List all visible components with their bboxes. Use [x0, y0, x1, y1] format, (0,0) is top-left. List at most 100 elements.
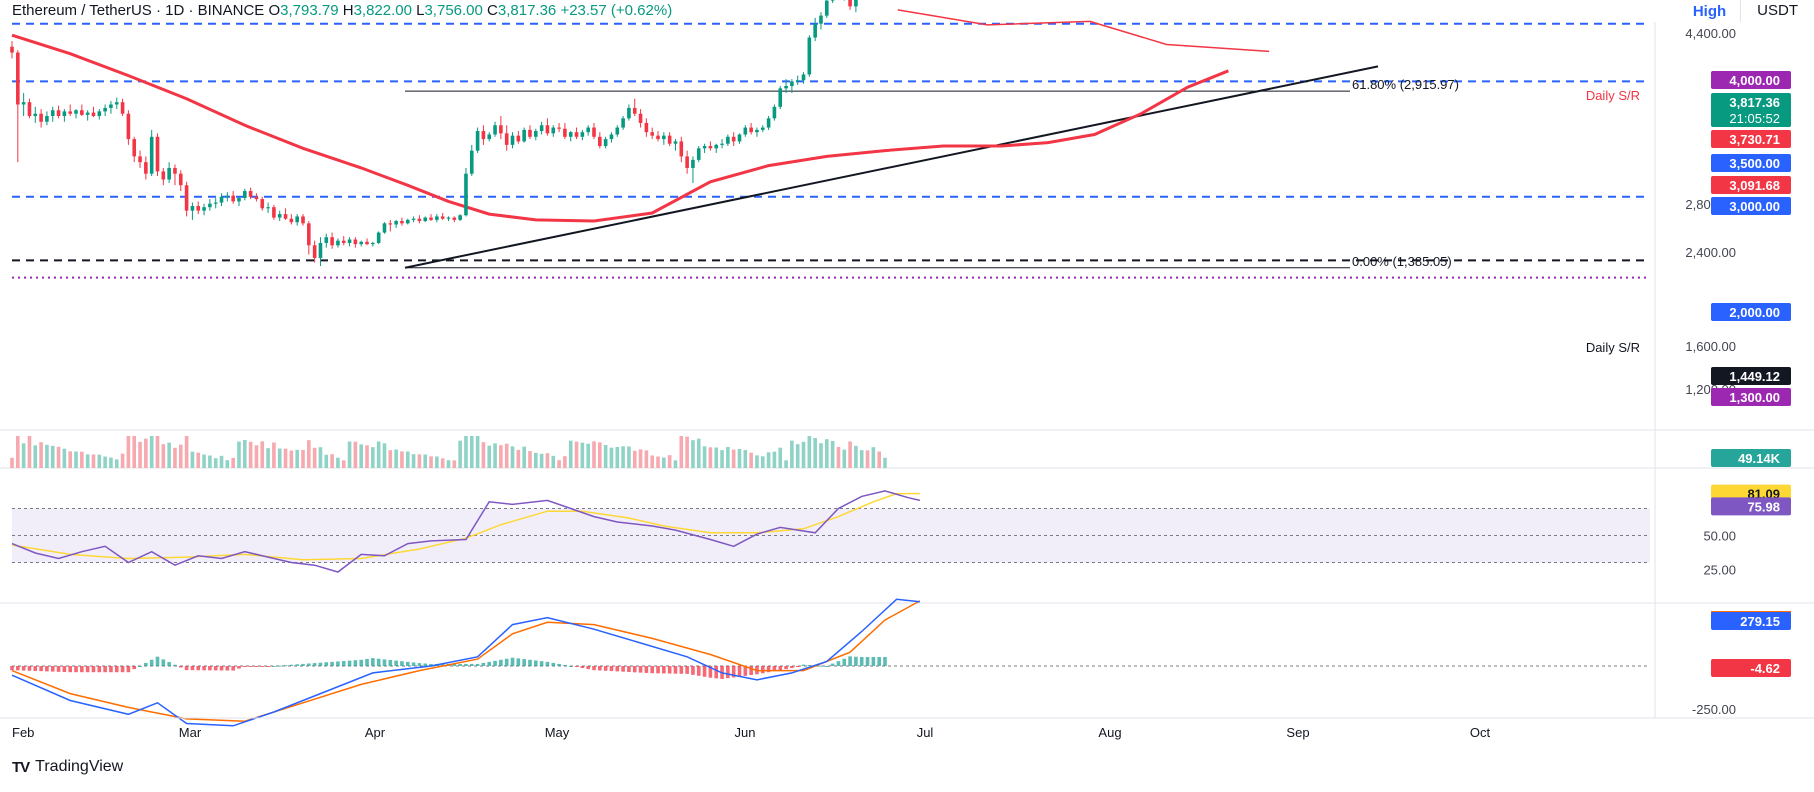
volume-bar [202, 454, 206, 468]
volume-bar [277, 448, 282, 468]
candle-body [138, 156, 142, 163]
candle-body [266, 207, 270, 209]
candle-body [330, 237, 334, 246]
price-label-text: 1,449.12 [1729, 369, 1780, 384]
macd-histogram-bar [638, 666, 643, 673]
macd-histogram-bar [56, 666, 61, 672]
high-button[interactable]: High [1692, 2, 1727, 20]
macd-histogram-bar [539, 661, 544, 666]
candle-body [91, 112, 96, 117]
tradingview-logo-icon: TV [12, 758, 30, 776]
macd-label-box [1711, 612, 1791, 630]
macd-histogram-bar [499, 659, 503, 666]
volume-bar [16, 436, 20, 468]
candle-body [452, 217, 457, 220]
macd-histogram-bar [452, 663, 457, 666]
rsi-label-box [1711, 497, 1791, 516]
price-label-box [1711, 130, 1791, 148]
macd-histogram-bar [627, 666, 631, 673]
candle-body [848, 0, 852, 7]
volume-bar [702, 446, 707, 468]
candle-body [114, 102, 119, 105]
candle-body [795, 80, 800, 82]
candle-body [208, 203, 212, 208]
volume-bar [586, 443, 590, 468]
macd-histogram-bar [173, 664, 177, 666]
volume-bar [784, 460, 788, 468]
tradingview-brand[interactable]: TV TradingView [12, 758, 123, 776]
volume-bar [836, 447, 841, 468]
candle-body [830, 0, 835, 1]
macd-histogram-bar [347, 660, 352, 666]
volume-bar [405, 451, 410, 468]
fib-level-label: 0.00% (1,385.05) [1352, 254, 1452, 269]
high-value: 3,822.00 [353, 2, 412, 19]
macd-histogram-bar [120, 666, 125, 673]
ema-line [11, 33, 1229, 223]
volume-bar [417, 454, 422, 468]
candle-body [580, 132, 585, 137]
macd-histogram-bar [621, 666, 625, 672]
candle-body [376, 232, 381, 243]
volume-bar [219, 455, 224, 468]
price-label-box [1711, 93, 1791, 127]
candle-body [528, 129, 532, 137]
candle-body [499, 125, 503, 134]
candle-body [667, 135, 672, 144]
candle-body [161, 171, 166, 180]
volume-bar [289, 450, 294, 468]
time-tick-label: Mar [179, 725, 202, 740]
macd-histogram-bar [33, 666, 38, 671]
volume-bar [312, 447, 317, 468]
macd-histogram-bar [266, 666, 270, 667]
volume-bar [807, 436, 812, 468]
volume-bar [423, 454, 428, 468]
volume-bar [504, 443, 509, 468]
macd-histogram-bar [790, 666, 794, 669]
candle-body [854, 0, 858, 7]
macd-histogram-bar [330, 661, 334, 666]
candle-body [56, 110, 61, 117]
candle-body [353, 239, 358, 245]
macd-tick-label: -250.00 [1692, 702, 1736, 717]
volume-bar [534, 452, 538, 468]
macd-histogram-bar [504, 658, 509, 666]
macd-histogram-bar [563, 664, 567, 666]
volume-bar [778, 447, 783, 468]
candle-body [283, 214, 288, 219]
volume-bar [394, 449, 398, 468]
time-tick-label: Apr [365, 725, 386, 740]
macd-histogram-bar [394, 660, 398, 666]
macd-histogram-bar [534, 660, 538, 666]
candle-body [149, 136, 154, 174]
candle-body [481, 131, 486, 140]
candle-body [650, 132, 654, 136]
macd-histogram-bar [97, 666, 102, 673]
candle-body [446, 217, 451, 219]
volume-bar [621, 446, 625, 468]
volume-bar [766, 452, 771, 468]
currency-button[interactable]: USDT [1740, 0, 1814, 22]
macd-histogram-bar [644, 666, 649, 673]
volume-bar [615, 447, 620, 468]
candle-body [778, 88, 783, 107]
macd-histogram-bar [865, 657, 870, 666]
volume-bar [132, 436, 137, 468]
candle-body [231, 195, 235, 202]
macd-histogram-bar [248, 666, 253, 667]
candle-body [790, 81, 794, 87]
candle-body [592, 127, 596, 137]
candle-body [178, 173, 183, 186]
candle-body [493, 125, 497, 135]
candle-body [679, 141, 684, 157]
candle-body [440, 216, 445, 219]
candle-body [196, 206, 201, 211]
macd-histogram-bar [580, 666, 585, 669]
macd-histogram-bar [10, 666, 14, 671]
macd-histogram-bar [469, 663, 474, 666]
macd-histogram-bar [411, 662, 416, 666]
candle-body [289, 218, 294, 223]
volume-bar [859, 450, 864, 468]
macd-histogram-bar [871, 657, 876, 666]
